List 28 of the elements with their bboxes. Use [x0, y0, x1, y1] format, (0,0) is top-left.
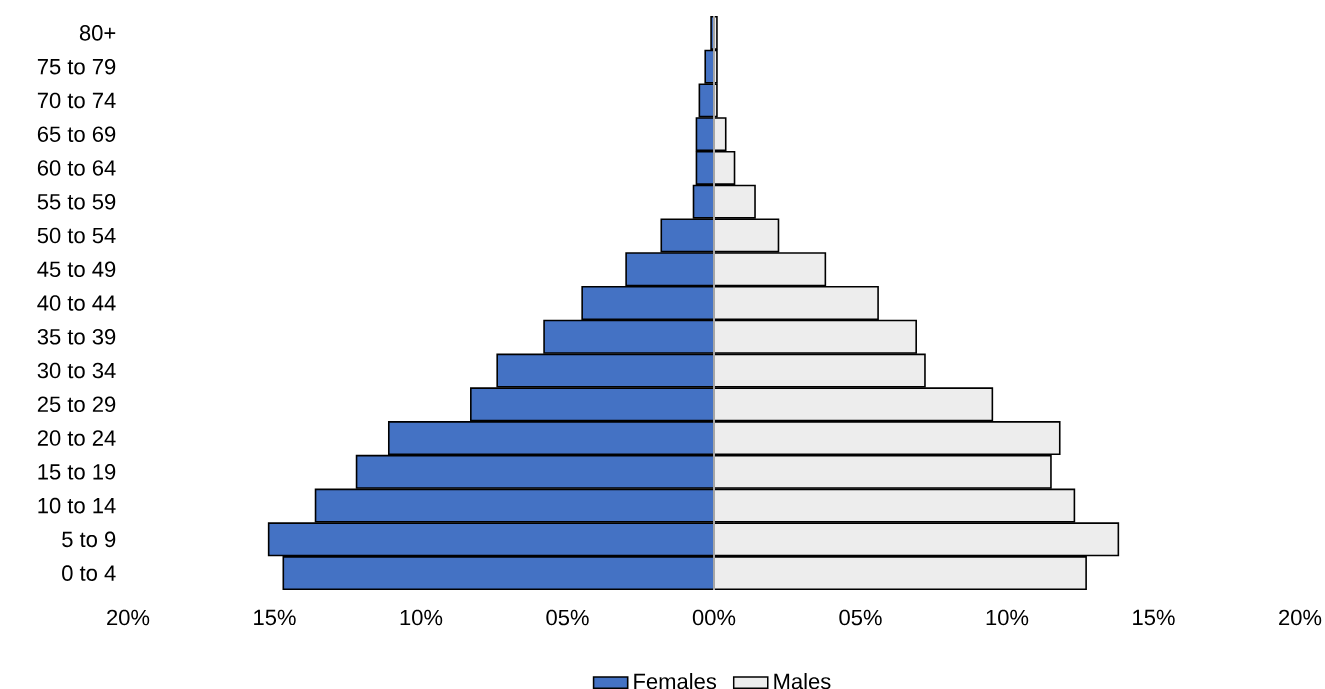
y-tick-label: 0 to 4	[62, 565, 116, 581]
y-tick-label: 40 to 44	[37, 295, 116, 311]
y-tick-label: 50 to 54	[37, 227, 116, 244]
x-tick-label: 15%	[1133, 609, 1175, 626]
y-tick-label: 75 to 79	[37, 58, 116, 75]
x-tick-label: 15%	[254, 609, 296, 626]
y-tick-label: 25 to 29	[37, 396, 116, 413]
y-tick-label: 80+	[79, 25, 116, 41]
y-tick-label: 30 to 34	[37, 362, 116, 379]
x-tick-label: 05%	[839, 609, 882, 626]
y-tick-label: 70 to 74	[37, 92, 116, 109]
x-tick-label: 10%	[986, 609, 1029, 626]
x-tick-label: 20%	[1279, 609, 1322, 626]
x-tick-label: 00%	[692, 609, 736, 626]
x-tick-label: 10%	[400, 609, 443, 626]
y-tick-label: 15 to 19	[38, 464, 116, 480]
y-tick-label: 5 to 9	[62, 531, 116, 548]
legend-label: Females	[634, 673, 717, 689]
y-tick-label: 55 to 59	[37, 193, 116, 210]
y-tick-label: 35 to 39	[37, 328, 116, 345]
y-tick-label: 60 to 64	[37, 160, 116, 176]
legend-label: Males	[774, 673, 831, 689]
y-tick-label: 20 to 24	[37, 430, 116, 446]
y-tick-label: 45 to 49	[37, 261, 116, 278]
y-tick-label: 10 to 14	[38, 497, 116, 514]
x-tick-label: 05%	[546, 609, 589, 626]
x-tick-label: 20%	[107, 609, 150, 626]
y-tick-label: 65 to 69	[37, 126, 116, 142]
